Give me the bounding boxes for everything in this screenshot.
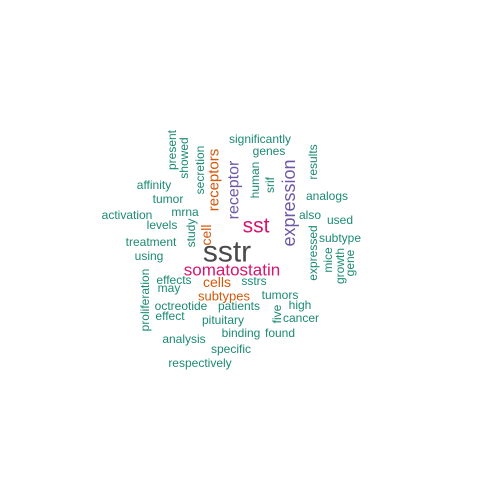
word-receptor: receptor — [226, 160, 243, 219]
word-present: present — [165, 129, 179, 170]
word-respectively: respectively — [168, 356, 231, 370]
word-receptors: receptors — [206, 149, 223, 212]
word-octreotide: octreotide — [155, 299, 208, 313]
word-levels: levels — [147, 218, 178, 232]
word-specific: specific — [211, 342, 251, 356]
word-pituitary: pituitary — [202, 313, 244, 327]
word-cells: cells — [203, 274, 231, 290]
word-subtypes: subtypes — [198, 289, 251, 304]
word-sstr: sstr — [203, 236, 251, 269]
word-human: human — [248, 162, 262, 199]
word-five: five — [270, 304, 284, 323]
word-secretion: secretion — [193, 146, 207, 195]
word-used: used — [327, 213, 353, 227]
word-activation: activation — [102, 208, 153, 222]
word-expression: expression — [279, 159, 299, 246]
word-cell: cell — [198, 224, 214, 245]
word-effects: effects — [156, 273, 191, 287]
word-proliferation: proliferation — [138, 269, 152, 332]
word-analysis: analysis — [162, 332, 205, 346]
word-binding: binding — [222, 326, 261, 340]
word-mrna: mrna — [171, 205, 199, 219]
word-affinity: affinity — [137, 178, 171, 192]
word-expressed: expressed — [306, 225, 320, 280]
word-somatostatin: somatostatin — [184, 261, 280, 280]
word-study: study — [184, 219, 198, 248]
word-showed: showed — [177, 137, 191, 178]
word-mice: mice — [321, 247, 335, 273]
word-using: using — [135, 249, 164, 263]
word-high: high — [289, 298, 312, 312]
word-tumor: tumor — [153, 192, 184, 206]
word-significantly: significantly — [229, 132, 291, 146]
word-treatment: treatment — [126, 235, 177, 249]
word-effect: effect — [155, 309, 185, 323]
word-found: found — [265, 326, 295, 340]
word-patients: patients — [218, 299, 260, 313]
word-may: may — [158, 281, 181, 295]
word-sstrs: sstrs — [241, 274, 266, 288]
word-cancer: cancer — [283, 311, 319, 325]
word-analogs: analogs — [306, 189, 348, 203]
word-genes: genes — [253, 144, 286, 158]
word-sst: sst — [243, 215, 270, 238]
word-srif: srif — [263, 176, 277, 193]
word-gene: gene — [343, 249, 357, 276]
word-subtype: subtype — [319, 231, 361, 245]
word-also: also — [299, 208, 321, 222]
word-tumors: tumors — [262, 288, 299, 302]
word-growth: growth — [333, 248, 347, 284]
word-results: results — [306, 144, 320, 179]
